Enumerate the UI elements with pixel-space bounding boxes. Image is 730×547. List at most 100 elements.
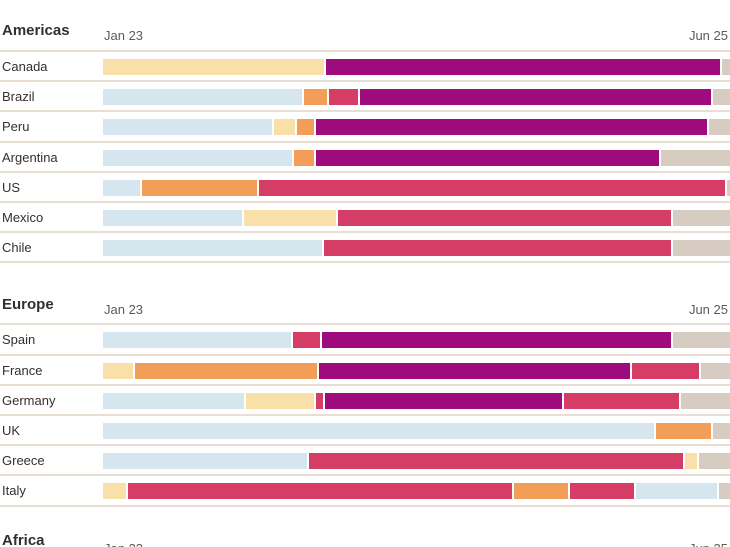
row-separator [0,110,730,113]
segment-pink [632,362,700,379]
axis-end-label: Jun 25 [688,28,728,43]
axis-start-label: Jan 23 [104,28,144,43]
segment-cream [103,483,127,500]
segment-magenta [324,392,562,409]
segment-cream [684,453,698,470]
row-separator [0,80,730,83]
axis-end-label: Jun 25 [689,542,728,547]
axis-start-label: Jan 23 [104,302,144,317]
segment-orange [296,119,315,136]
segment-blue [103,422,654,439]
row-label-greece: Greece [2,453,45,469]
timeline-bar-canada [103,59,730,75]
row-separator [0,353,730,356]
row-separator [0,383,730,386]
segment-blue [103,149,293,166]
segment-beige [721,59,730,75]
axis-end-label: Jun 25 [688,302,728,317]
segment-pink [338,210,671,226]
segment-beige [701,362,730,379]
timeline-bar-france [103,362,730,379]
timeline-bar-germany [103,392,730,409]
segment-beige [672,210,730,226]
row-separator [0,474,730,477]
segment-beige [718,483,730,500]
timeline-bar-chile [103,240,730,257]
row-label-argentina: Argentina [2,149,58,165]
timeline-bar-brazil [103,89,730,106]
row-separator [0,231,730,234]
timeline-bar-spain [103,332,730,349]
segment-beige [726,179,730,196]
segment-pink [563,392,680,409]
row-separator [0,413,730,416]
segment-orange [304,89,327,106]
segment-pink [316,392,323,409]
segment-blue [103,179,140,196]
segment-pink [570,483,634,500]
timeline-bar-italy [103,483,730,500]
segment-magenta [316,119,708,136]
segment-orange [134,362,317,379]
row-label-mexico: Mexico [2,210,44,225]
segment-cream [103,59,325,75]
row-label-canada: Canada [2,59,48,74]
row-separator [0,444,730,447]
row-separator [0,323,730,326]
segment-blue [103,119,273,136]
segment-cream [103,362,133,379]
row-label-italy: Italy [2,483,26,499]
segment-cream [244,210,337,226]
segment-orange [294,149,315,166]
segment-cream [274,119,295,136]
segment-cream [245,392,315,409]
segment-magenta [318,362,631,379]
segment-blue [103,89,303,106]
segment-magenta [321,332,671,349]
segment-beige [699,453,730,470]
segment-beige [672,240,730,257]
segment-pink [128,483,513,500]
segment-blue [635,483,717,500]
segment-beige [681,392,730,409]
row-label-chile: Chile [2,240,32,256]
segment-pink [292,332,320,349]
section-title-europe: Europe [2,296,54,313]
segment-pink [259,179,725,196]
section-title-americas: Americas [2,22,70,39]
row-label-france: France [2,362,43,378]
row-separator [0,261,730,264]
row-label-brazil: Brazil [2,89,35,105]
segment-blue [103,240,322,257]
segment-magenta [326,59,720,75]
segment-beige [713,89,730,106]
segment-beige [661,149,730,166]
timeline-bar-us [103,179,730,196]
axis-start-label: Jan 23 [104,542,143,547]
row-separator [0,140,730,143]
segment-pink [328,89,359,106]
segment-blue [103,210,243,226]
segment-orange [656,422,712,439]
segment-pink [309,453,683,470]
timeline-bar-uk [103,422,730,439]
timeline-bar-mexico [103,210,730,226]
segment-orange [141,179,258,196]
row-label-peru: Peru [2,119,30,135]
row-separator [0,504,730,507]
segment-blue [103,332,291,349]
segment-beige [709,119,730,136]
segment-pink [323,240,671,257]
row-label-spain: Spain [2,332,36,348]
row-label-uk: UK [2,422,21,438]
section-title-africa: Africa [2,532,45,547]
segment-magenta [316,149,660,166]
segment-beige [713,422,730,439]
row-separator [0,201,730,203]
segment-blue [103,392,244,409]
row-label-germany: Germany [2,392,56,408]
segment-magenta [360,89,712,106]
row-separator [0,170,730,173]
segment-beige [672,332,730,349]
